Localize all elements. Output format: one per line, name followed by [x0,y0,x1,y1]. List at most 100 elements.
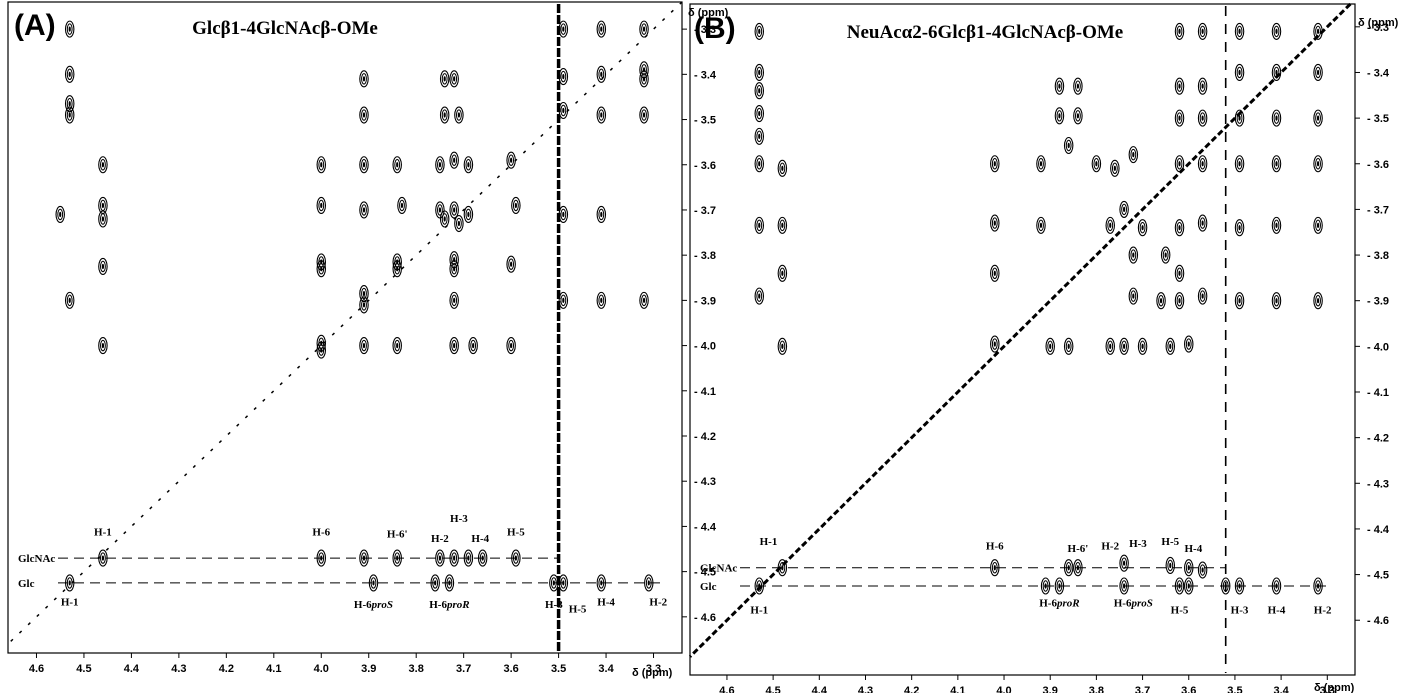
cross-peak [755,23,763,39]
cross-peak [360,71,368,87]
peak-label: H-3 [545,599,563,611]
cross-peak [778,160,786,176]
peak-label: H-6proR [429,599,469,611]
cross-peak [755,156,763,172]
cross-peak [1074,78,1082,94]
cross-peak [991,156,999,172]
x-tick-label: 4.0 [996,685,1011,693]
y-tick-label: - 4.4 [694,521,717,533]
cross-peak [1175,220,1183,236]
y-tick-label: - 4.4 [1367,524,1390,536]
y-tick-label: - 3.7 [1367,204,1389,216]
cross-peak [1235,220,1243,236]
cross-peak [1185,336,1193,352]
cross-peak [99,258,107,274]
cross-peak [1272,23,1280,39]
cross-peak [1198,78,1206,94]
cross-peak [1198,156,1206,172]
cross-peak [755,288,763,304]
panel-a-title: Glcβ1-4GlcNAcβ-OMe [192,18,378,39]
panel-a-diagonal [8,2,682,644]
cross-peak [99,338,107,354]
cross-peak [507,256,515,272]
cross-peak [1161,247,1169,263]
panel-b-title: NeuAcα2-6Glcβ1-4GlcNAcβ-OMe [847,22,1123,43]
peak-label: H-5 [1161,536,1179,548]
cross-peak [755,64,763,80]
panel-b-y-ticks: - 3.3- 3.4- 3.5- 3.6- 3.7- 3.8- 3.9- 4.0… [1355,22,1390,627]
cross-peak [1272,156,1280,172]
cross-peak [1046,338,1054,354]
panel-b-x-axis-label: δ (ppm) [1314,682,1355,693]
cross-peak [360,107,368,123]
cross-peak [440,211,448,227]
y-tick-label: - 3.6 [1367,159,1389,171]
panel-a-row-lines: GlcNAcGlc [18,553,663,590]
cross-peak [360,338,368,354]
cross-peak [1129,288,1137,304]
peak-label: H-6proR [1039,598,1079,610]
cross-peak [755,106,763,122]
y-tick-label: - 3.8 [694,250,716,262]
panel-a-annotations: H-1 H-6 H-6' H-2H-3H-4H-5H-1 H-6proS H-6proR H… [61,513,668,615]
peak-label: H-2 [649,597,667,609]
cross-peak [991,215,999,231]
panel-b-annotations: H-1 H-6 H-6' H-2 H-3 H-5H-4H-1H-6proR H-6proSH… [750,536,1332,616]
cross-peak [507,152,515,168]
cross-peak [317,261,325,277]
panel-b-diagonal [690,4,1350,657]
cross-peak [450,261,458,277]
y-tick-label: - 4.1 [694,386,716,398]
cross-peak [398,197,406,213]
cross-peak [1198,23,1206,39]
cross-peak [455,107,463,123]
cross-peak [464,157,472,173]
peak-label: H-6proS [1114,598,1153,610]
cross-peak [1272,293,1280,309]
cross-peak [597,292,605,308]
row-label-glc: Glc [700,581,717,593]
cross-peak [436,157,444,173]
panel-b: (B) NeuAcα2-6Glcβ1-4GlcNAcβ-OMe GlcNAcGl… [690,4,1399,693]
cross-peak [1138,338,1146,354]
peak-label: H-1 [760,536,778,548]
x-tick-label: 4.3 [171,663,186,675]
cross-peak [1120,338,1128,354]
y-tick-label: - 4.1 [1367,387,1389,399]
cross-peak [450,292,458,308]
cross-peak [1235,156,1243,172]
x-tick-label: 4.0 [314,663,329,675]
cross-peak [1314,217,1322,233]
y-tick-label: - 4.6 [694,612,716,624]
cross-peak [1092,156,1100,172]
cross-peak [1175,293,1183,309]
y-tick-label: - 3.4 [694,69,717,81]
peak-label: H-6' [387,529,408,541]
cross-peak [66,107,74,123]
x-tick-label: 4.5 [765,685,780,693]
y-tick-label: - 3.8 [1367,250,1389,262]
peak-label: H-4 [1185,543,1203,555]
x-tick-label: 4.6 [719,685,734,693]
cross-peak [1166,557,1174,573]
cross-peak [1175,78,1183,94]
x-tick-label: 4.1 [950,685,965,693]
x-tick-label: 3.5 [1227,685,1242,693]
y-tick-label: - 4.5 [1367,570,1389,582]
cross-peak [1064,338,1072,354]
panel-a: (A) Glcβ1-4GlcNAcβ-OMe GlcNAc Glc H-1 H-6 H… [8,2,729,679]
x-tick-label: 4.4 [124,663,140,675]
cross-peak [1198,288,1206,304]
cross-peak [1037,217,1045,233]
y-tick-label: - 4.2 [694,431,716,443]
cross-peak [559,206,567,222]
cross-peak [1175,110,1183,126]
peak-label: H-2 [1101,540,1119,552]
peak-label: H-5 [507,526,525,538]
peak-label: H-4 [471,533,489,545]
cross-peak [507,338,515,354]
cross-peak [1314,293,1322,309]
cross-peak [317,157,325,173]
y-tick-label: - 3.6 [694,160,716,172]
cross-peak [360,297,368,313]
